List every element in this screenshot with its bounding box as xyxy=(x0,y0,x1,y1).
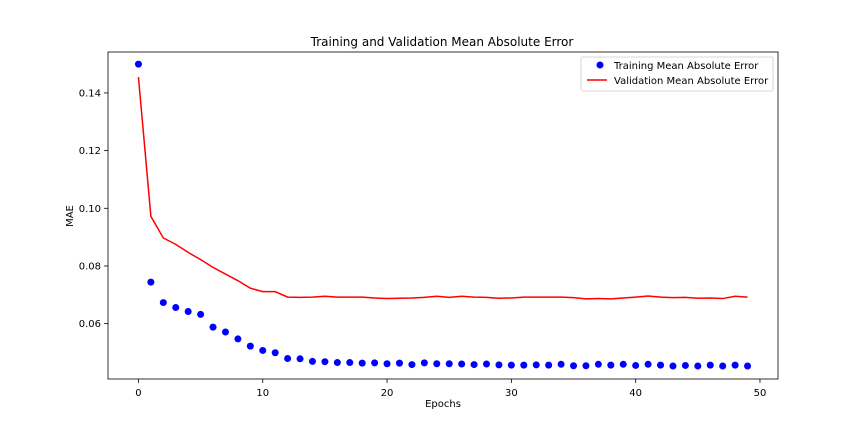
training-point xyxy=(632,361,640,369)
training-point xyxy=(172,303,180,311)
y-tick-label: 0.14 xyxy=(79,88,101,99)
training-point xyxy=(333,359,341,367)
legend-validation-label: Validation Mean Absolute Error xyxy=(614,76,769,87)
training-point xyxy=(669,362,677,370)
training-point xyxy=(483,360,491,368)
training-point xyxy=(532,361,540,369)
training-point xyxy=(420,359,428,367)
x-tick-label: 0 xyxy=(135,388,141,399)
training-point xyxy=(731,361,739,369)
legend-training-label: Training Mean Absolute Error xyxy=(613,61,759,72)
training-point xyxy=(383,360,391,368)
training-point xyxy=(408,361,416,369)
y-tick-label: 0.10 xyxy=(79,204,101,215)
x-axis-ticks: 0 10 20 30 40 50 xyxy=(135,379,766,399)
training-point xyxy=(221,328,229,336)
training-point xyxy=(395,359,403,367)
plot-frame xyxy=(107,51,779,380)
training-point xyxy=(246,342,254,350)
training-point xyxy=(681,361,689,369)
training-point xyxy=(470,361,478,369)
plot-area xyxy=(108,52,778,379)
training-mae-points xyxy=(134,60,752,370)
training-point xyxy=(184,308,192,316)
training-point xyxy=(234,335,242,343)
training-point xyxy=(719,362,727,370)
training-point xyxy=(619,360,627,368)
training-point xyxy=(570,362,578,370)
training-point xyxy=(147,278,155,286)
x-axis-label: Epochs xyxy=(425,399,461,410)
training-point xyxy=(346,359,354,367)
x-tick-label: 50 xyxy=(754,388,767,399)
training-point xyxy=(134,60,142,68)
validation-mae-line xyxy=(137,77,748,300)
legend-box xyxy=(580,56,774,92)
training-point xyxy=(657,361,665,369)
legend: Training Mean Absolute Error Validation … xyxy=(580,56,774,92)
x-tick-label: 10 xyxy=(256,388,269,399)
training-point xyxy=(644,360,652,368)
training-point xyxy=(308,357,316,365)
training-point xyxy=(259,346,267,354)
legend-training-marker xyxy=(596,61,604,69)
training-point xyxy=(520,361,528,369)
training-point xyxy=(744,362,752,370)
training-point xyxy=(607,361,615,369)
x-tick-label: 30 xyxy=(505,388,518,399)
x-tick-label: 20 xyxy=(381,388,394,399)
training-point xyxy=(197,310,205,318)
x-tick-label: 40 xyxy=(629,388,642,399)
training-point xyxy=(209,323,217,331)
training-point xyxy=(594,360,602,368)
chart-title: Training and Validation Mean Absolute Er… xyxy=(310,35,574,49)
training-point xyxy=(495,361,503,369)
training-point xyxy=(271,349,279,357)
training-point xyxy=(159,299,167,307)
training-point xyxy=(321,358,329,366)
training-point xyxy=(507,361,515,369)
training-point xyxy=(582,362,590,370)
y-axis-ticks: 0.06 0.08 0.10 0.12 0.14 xyxy=(79,88,108,330)
training-point xyxy=(706,361,714,369)
y-tick-label: 0.12 xyxy=(79,146,101,157)
training-point xyxy=(433,360,441,368)
training-point xyxy=(284,355,292,363)
training-point xyxy=(358,359,366,367)
training-point xyxy=(545,361,553,369)
training-point xyxy=(445,360,453,368)
training-point xyxy=(371,359,379,367)
y-tick-label: 0.08 xyxy=(79,261,101,272)
training-point xyxy=(694,362,702,370)
training-point xyxy=(296,355,304,363)
training-point xyxy=(557,360,565,368)
y-axis-label: MAE xyxy=(65,205,76,227)
y-tick-label: 0.06 xyxy=(79,319,101,330)
training-point xyxy=(458,360,466,368)
